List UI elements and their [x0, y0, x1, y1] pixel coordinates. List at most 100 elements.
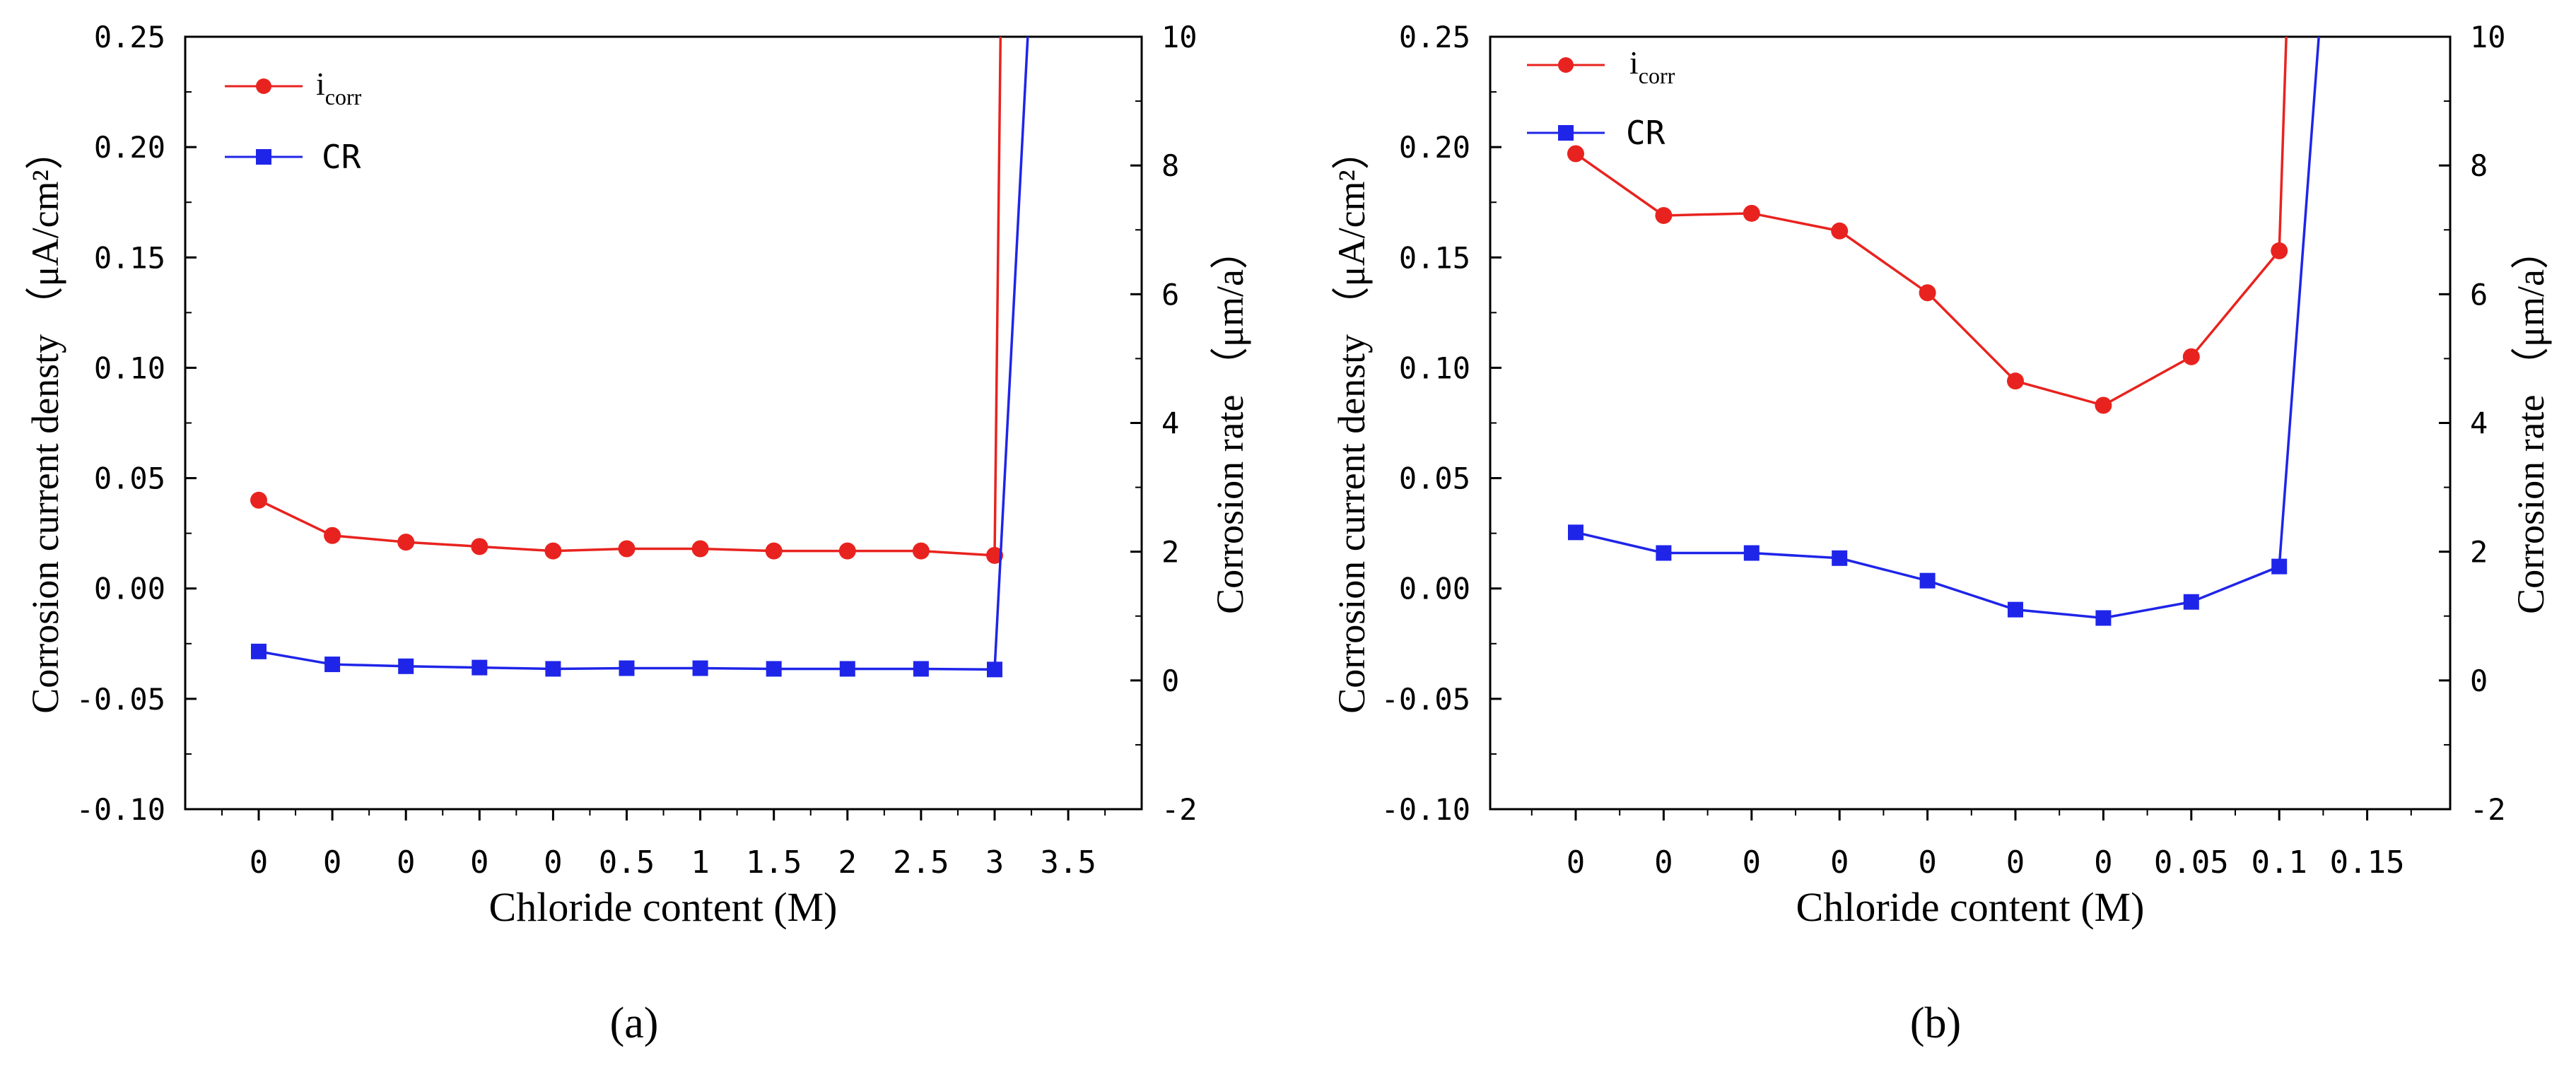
data-point-icorr	[397, 534, 415, 551]
legend-icorr-subscript: corr	[1639, 63, 1675, 88]
x-tick-label: 0	[470, 845, 489, 881]
series-line-icorr	[258, 36, 1002, 557]
data-point-CR	[1568, 524, 1583, 541]
data-point-icorr	[765, 542, 783, 560]
y-left-tick-label: -0.10	[76, 792, 165, 827]
y-left-tick-label: -0.10	[1381, 792, 1470, 827]
y-right-tick-label: 0	[1161, 664, 1179, 698]
y-right-tick-label: 0	[2470, 664, 2488, 698]
y-left-tick-label: -0.05	[76, 682, 165, 717]
y-left-tick-label: 0.10	[1399, 351, 1470, 385]
y-axis-label-left: Corrosion current densty （μA/cm²）	[1330, 131, 1373, 714]
data-point-icorr	[986, 546, 1003, 564]
legend-icorr-name: i	[1629, 45, 1639, 81]
data-point-CR	[472, 659, 488, 676]
legend-cr-marker	[256, 149, 271, 165]
x-tick-label: 0.05	[2154, 845, 2229, 881]
y-right-tick-label: 2	[1161, 535, 1179, 570]
x-tick-label: 3	[985, 845, 1005, 881]
data-point-icorr	[544, 542, 562, 560]
chart-panel-a: 0.250.200.150.100.050.00-0.05-0.10108642…	[24, 20, 1251, 1047]
y-left-tick-label: 0.20	[94, 130, 165, 165]
data-point-icorr	[324, 526, 341, 544]
data-point-icorr	[1919, 284, 1936, 302]
data-point-icorr	[2007, 372, 2024, 390]
y-left-tick-label: 0.25	[1399, 20, 1470, 54]
x-tick-label: 1.5	[746, 845, 802, 881]
data-point-icorr	[691, 540, 709, 558]
data-point-icorr	[471, 538, 488, 555]
data-point-CR	[2095, 610, 2112, 626]
legend-icorr-label: icorr	[1629, 45, 1675, 88]
chart-marks: 0.250.200.150.100.050.00-0.05-0.10108642…	[1381, 20, 2506, 881]
x-tick-label: 0	[1567, 845, 1586, 881]
x-tick-label: 0	[1743, 845, 1762, 881]
x-tick-label: 0	[397, 845, 416, 881]
legend-cr-label: CR	[1626, 114, 1665, 152]
legend-cr-label: CR	[322, 138, 361, 176]
x-tick-label: 0	[2094, 845, 2113, 881]
series-line-CR	[258, 36, 1029, 671]
data-point-CR	[1919, 572, 1936, 589]
y-axis-label-right: Corrosion rate （μm/a）	[1209, 231, 1251, 614]
x-tick-label: 0	[250, 845, 269, 881]
legend-icorr-subscript: corr	[325, 84, 362, 110]
x-tick-label: 3.5	[1040, 845, 1096, 881]
x-tick-label: 0	[1654, 845, 1673, 881]
y-left-tick-label: -0.05	[1381, 682, 1470, 717]
data-point-icorr	[838, 542, 856, 560]
x-tick-label: 2.5	[893, 845, 949, 881]
x-tick-label: 0	[1830, 845, 1849, 881]
data-point-CR	[619, 660, 635, 676]
data-point-CR	[324, 657, 341, 673]
panel-label: (a)	[610, 999, 659, 1047]
legend-icorr-marker	[1558, 57, 1574, 73]
data-point-CR	[987, 661, 1002, 678]
y-right-tick-label: 4	[2470, 406, 2488, 441]
data-point-CR	[692, 660, 708, 676]
legend-icorr-marker	[256, 78, 271, 94]
series-line-CR	[1575, 36, 2320, 620]
x-tick-label: 0.1	[2251, 845, 2307, 881]
data-point-CR	[251, 643, 267, 659]
y-right-tick-label: 8	[1161, 148, 1179, 183]
plot-frame	[1489, 35, 2452, 811]
y-right-tick-label: 2	[2470, 535, 2488, 570]
y-left-tick-label: 0.25	[94, 20, 165, 54]
data-point-icorr	[2271, 242, 2288, 259]
data-point-CR	[2271, 558, 2288, 575]
y-axis-label-left: Corrosion current densty （μA/cm²）	[24, 131, 66, 714]
x-tick-label: 0.5	[599, 845, 655, 881]
data-point-icorr	[1655, 206, 1673, 224]
data-point-icorr	[1831, 222, 1849, 240]
data-point-CR	[1656, 545, 1672, 561]
data-point-icorr	[250, 491, 267, 509]
y-right-tick-label: -2	[1161, 792, 1198, 827]
y-right-tick-label: -2	[2470, 792, 2506, 827]
data-point-icorr	[2182, 348, 2200, 365]
legend-icorr-label: icorr	[316, 66, 362, 110]
x-tick-label: 2	[838, 845, 857, 881]
y-right-tick-label: 10	[2470, 20, 2506, 54]
data-point-icorr	[618, 540, 636, 558]
legend-cr-marker	[1558, 125, 1574, 141]
y-right-tick-label: 6	[1161, 277, 1179, 312]
y-left-tick-label: 0.05	[94, 461, 165, 496]
x-tick-label: 0.15	[2330, 845, 2405, 881]
y-right-tick-label: 4	[1161, 406, 1179, 441]
y-left-tick-label: 0.15	[1399, 240, 1470, 275]
x-tick-label: 0	[323, 845, 342, 881]
x-tick-label: 0	[2006, 845, 2025, 881]
data-point-icorr	[1567, 145, 1584, 163]
data-point-CR	[545, 661, 561, 677]
legend: icorr CR	[1527, 45, 1675, 152]
y-left-tick-label: 0.05	[1399, 461, 1470, 496]
data-point-CR	[398, 658, 414, 674]
data-point-CR	[2183, 594, 2199, 610]
chart-marks: 0.250.200.150.100.050.00-0.05-0.10108642…	[76, 20, 1198, 881]
series-line-icorr	[1574, 36, 2288, 407]
data-point-CR	[766, 661, 782, 677]
data-point-icorr	[1743, 204, 1760, 222]
y-left-tick-label: 0.10	[94, 351, 165, 385]
x-tick-label: 0	[1918, 845, 1937, 881]
